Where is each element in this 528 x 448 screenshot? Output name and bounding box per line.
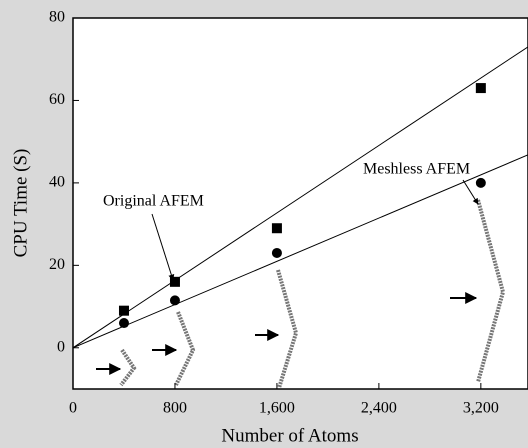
data-point [271,223,282,234]
fit-line [73,154,528,349]
data-point [271,247,282,258]
y-tick-label: 40 [49,174,65,191]
y-tick-label: 20 [49,256,65,273]
x-axis-label: Number of Atoms [221,425,358,446]
annotation-arrow [151,213,175,281]
atom-chain [276,269,299,389]
y-tick-label: 80 [49,9,65,26]
series-annotation: Original AFEM [103,193,204,210]
data-point [475,83,486,94]
atom-chain [119,348,137,387]
series-annotation: Meshless AFEM [363,161,470,178]
data-point [475,177,486,188]
x-tick-label: 3,200 [463,400,499,417]
data-point [118,305,129,316]
data-point [169,276,180,287]
y-axis-label: CPU Time (S) [10,149,31,258]
x-tick-label: 1,600 [259,400,295,417]
plot-area [72,17,528,390]
data-point [169,295,180,306]
x-tick-label: 800 [163,400,187,417]
atom-illustrations [96,199,506,389]
x-tick-label: 2,400 [361,400,397,417]
fit-line [73,46,528,349]
atom-chain [174,311,196,386]
x-tick-label: 0 [69,400,77,417]
y-tick-label: 0 [57,338,65,355]
y-tick-label: 60 [49,91,65,108]
plot-layer [73,46,528,349]
data-point [118,318,129,329]
atom-chain [476,199,506,383]
annotation-arrow [462,179,479,205]
